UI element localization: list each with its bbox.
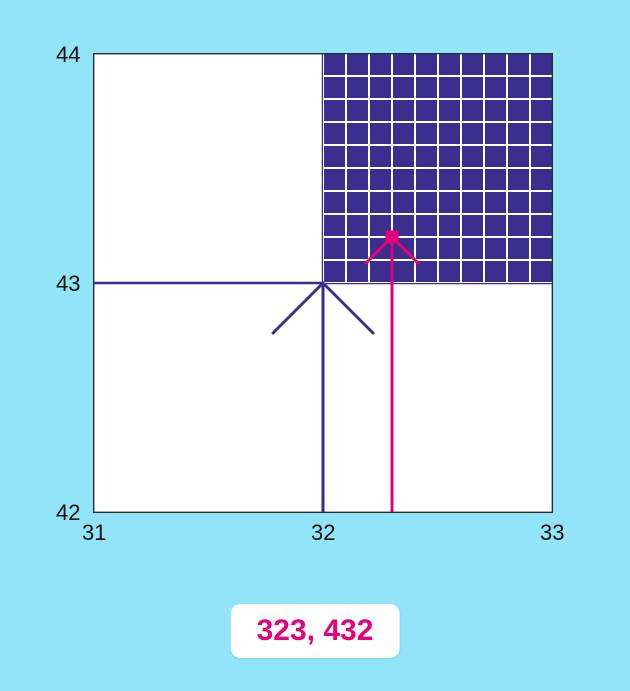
y-tick-44: 44 — [56, 42, 80, 68]
x-tick-33: 33 — [540, 520, 564, 546]
grid-chart — [93, 53, 553, 513]
y-tick-42: 42 — [56, 500, 80, 526]
coordinate-answer: 323, 432 — [231, 604, 400, 658]
diagram-stage: 44 43 42 31 32 33 323, 432 — [0, 0, 630, 691]
x-tick-32: 32 — [311, 520, 335, 546]
x-tick-31: 31 — [82, 520, 106, 546]
y-tick-43: 43 — [56, 271, 80, 297]
